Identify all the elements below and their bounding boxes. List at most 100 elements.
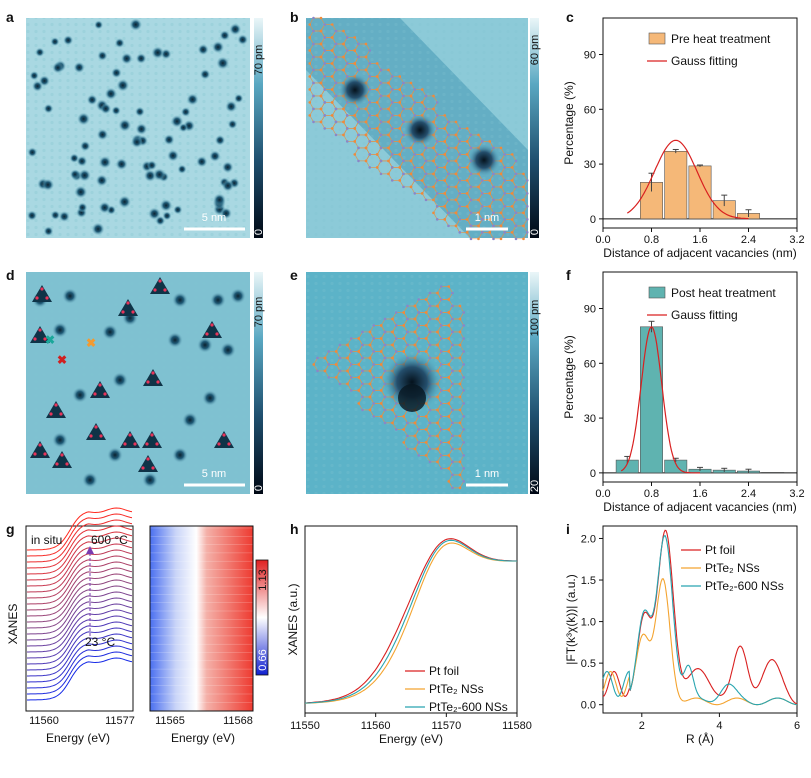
lattice-atom	[462, 402, 466, 405]
lattice-atom	[458, 343, 462, 347]
lattice-atom	[436, 434, 439, 438]
gauss-fit-line	[626, 139, 749, 220]
colorbar-bottom-g: 0.66	[257, 649, 269, 670]
y-tick-label: 2.0	[581, 533, 596, 545]
vacancy-pit	[29, 70, 39, 81]
colorbar-bottom-b: 0	[529, 229, 541, 235]
vacancy-pit	[114, 38, 125, 48]
y-axis-label: Percentage (%)	[562, 335, 576, 418]
lattice-atom	[451, 291, 454, 295]
vacancy-pit	[220, 342, 236, 358]
lattice-atom	[462, 337, 466, 340]
lattice-atom	[364, 133, 368, 137]
x-tick-label: 11550	[290, 720, 320, 732]
lattice-atom	[334, 376, 338, 379]
xanes-stack-frame	[25, 525, 134, 712]
lattice-atom	[432, 211, 435, 215]
colorbar-top-a: 70 pm	[253, 45, 265, 76]
vacancy-pit	[74, 185, 88, 199]
lattice-atom	[342, 107, 345, 111]
arrow-head	[86, 546, 94, 554]
xanes-curve	[27, 561, 133, 605]
x-tick-label: 0.8	[644, 234, 659, 246]
lattice-atom	[330, 36, 334, 39]
x-tick-label: 11580	[502, 720, 532, 732]
lattice-atom	[439, 363, 443, 366]
lattice-atom	[451, 369, 454, 373]
lattice-atom	[458, 486, 462, 490]
lattice-atom	[353, 140, 357, 143]
vacancy-marker	[163, 288, 167, 292]
vacancy-pit	[77, 202, 88, 213]
lattice-atom	[447, 324, 451, 327]
vacancy-pit	[31, 80, 44, 92]
lattice-atom	[499, 172, 503, 176]
legend-label: Pre heat treatment	[671, 32, 771, 46]
lattice-atom	[323, 356, 327, 360]
lattice-atom	[465, 140, 469, 143]
vacancy-b-3	[468, 144, 500, 176]
lattice-atom	[462, 363, 466, 366]
lattice-atom	[364, 68, 368, 72]
bar	[688, 165, 712, 220]
lattice-atom	[458, 395, 462, 399]
x-tick-label: 11560	[361, 720, 391, 732]
vacancy-pit	[120, 52, 133, 65]
x-axis-label: Energy (eV)	[379, 732, 443, 746]
xanes-curve	[27, 657, 133, 701]
panel-label-c: c	[566, 9, 574, 25]
lattice-atom	[510, 231, 514, 234]
vacancy-marker	[40, 287, 44, 291]
lattice-atom	[406, 421, 409, 425]
vacancy-pit	[229, 23, 242, 36]
lattice-atom	[316, 369, 319, 373]
y-tick-label: 0.5	[581, 658, 596, 670]
scalebar-label-e: 1 nm	[475, 468, 499, 480]
lattice-atom	[342, 29, 345, 33]
lattice-atom	[330, 23, 334, 26]
lattice-atom	[330, 88, 334, 91]
lattice-atom	[345, 36, 349, 39]
y-tick-label: 90	[584, 50, 596, 62]
lattice-atom	[503, 192, 507, 195]
lattice-atom	[361, 369, 364, 373]
lattice-atom	[402, 185, 405, 189]
legend-label: PtTe₂ NSs	[705, 561, 760, 575]
g-xlabel-2: Energy (eV)	[171, 731, 235, 745]
lattice-atom	[432, 107, 435, 111]
lattice-atom	[435, 205, 439, 208]
vacancy-marker	[227, 442, 231, 446]
lattice-atom	[323, 127, 327, 130]
panel-b: b 1 nm 60 pm 0	[290, 9, 541, 241]
xanes-curve	[27, 567, 133, 611]
xanes-curve	[27, 573, 133, 617]
lattice-atom	[368, 166, 372, 169]
lattice-atom	[462, 441, 466, 444]
lattice-atom	[327, 363, 331, 366]
lattice-atom	[492, 185, 495, 189]
lattice-atom	[409, 94, 413, 98]
ft-line	[602, 578, 798, 706]
lattice-atom	[435, 101, 439, 104]
lattice-atom	[372, 376, 376, 379]
vacancy-marker	[126, 301, 130, 305]
xanes-heatmap	[150, 526, 253, 711]
lattice-atom	[338, 343, 342, 347]
lattice-atom	[398, 140, 402, 143]
y-tick-label: 0.0	[581, 700, 596, 712]
lattice-atom	[447, 298, 451, 301]
lattice-atom	[342, 120, 345, 124]
lattice-atom	[312, 94, 315, 98]
vacancy-pit	[118, 118, 132, 132]
lattice-atom	[447, 415, 451, 418]
vacancy-pit	[134, 106, 145, 117]
lattice-atom	[451, 408, 454, 412]
lattice-atom	[428, 330, 432, 334]
vacancy-pit	[91, 222, 105, 236]
xanes-curve	[27, 615, 133, 659]
lattice-atom	[420, 192, 424, 195]
vacancy-pit	[50, 37, 60, 47]
xanes-curve	[27, 507, 133, 551]
panel-label-d: d	[6, 267, 15, 283]
lattice-atom	[379, 363, 383, 366]
